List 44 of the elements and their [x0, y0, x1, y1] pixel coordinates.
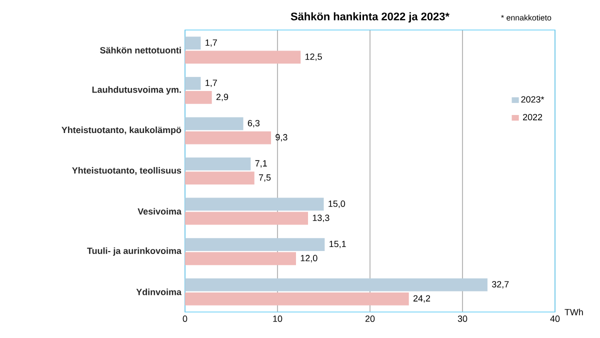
bar: [185, 198, 324, 211]
data-label: 1,7: [206, 80, 217, 88]
bar: [185, 76, 201, 90]
y-tick-label: Yhteistuotanto, teollisuus: [72, 167, 182, 175]
data-label: 24,2: [413, 295, 430, 303]
bar: [185, 50, 301, 64]
bar: [185, 238, 325, 251]
bar: [185, 278, 488, 292]
bar: [185, 172, 254, 184]
data-label: 32,7: [492, 281, 509, 289]
data-label: 7,5: [259, 174, 271, 182]
y-tick-label: Tuuli- ja aurinkovoima: [87, 247, 182, 256]
bar: [185, 91, 212, 104]
x-axis-title: TWh: [564, 308, 583, 316]
legend-label: 2022: [523, 114, 542, 120]
legend-label: 2023*: [521, 96, 544, 103]
y-tick-label: Yhteistuotanto, kaukolämpö: [62, 126, 182, 135]
data-label: 2,9: [216, 94, 228, 102]
data-label: 12,5: [306, 53, 322, 61]
x-tick-label: 20: [365, 316, 375, 322]
x-tick-label: 10: [273, 316, 282, 322]
x-tick-label: 40: [550, 316, 560, 322]
bar: [185, 158, 251, 170]
y-tick-label: Vesivoima: [138, 208, 182, 215]
bar: [185, 252, 296, 266]
data-label: 7,1: [255, 160, 267, 168]
data-label: 1,7: [206, 39, 217, 47]
x-tick-label: 30: [458, 316, 468, 322]
data-label: 15,0: [328, 200, 346, 208]
x-tick-label: 0: [182, 316, 188, 322]
data-label: 15,1: [330, 240, 346, 248]
data-label: 13,3: [312, 214, 330, 222]
y-tick-label: Lauhdutusvoima ym.: [92, 86, 181, 95]
y-tick-label: Ydinvoima: [136, 288, 182, 296]
bar: [185, 292, 409, 306]
bar: [185, 36, 201, 50]
y-tick-label: Sähkön nettotuonti: [100, 46, 181, 54]
data-label: 6,3: [248, 120, 260, 128]
bar: [185, 117, 244, 130]
data-label: 9,3: [276, 134, 288, 142]
data-label: 12,0: [300, 254, 318, 262]
bar: [185, 212, 308, 225]
bar: [185, 131, 272, 144]
chart-title: Sähkön hankinta 2022 ja 2023*: [290, 12, 450, 22]
